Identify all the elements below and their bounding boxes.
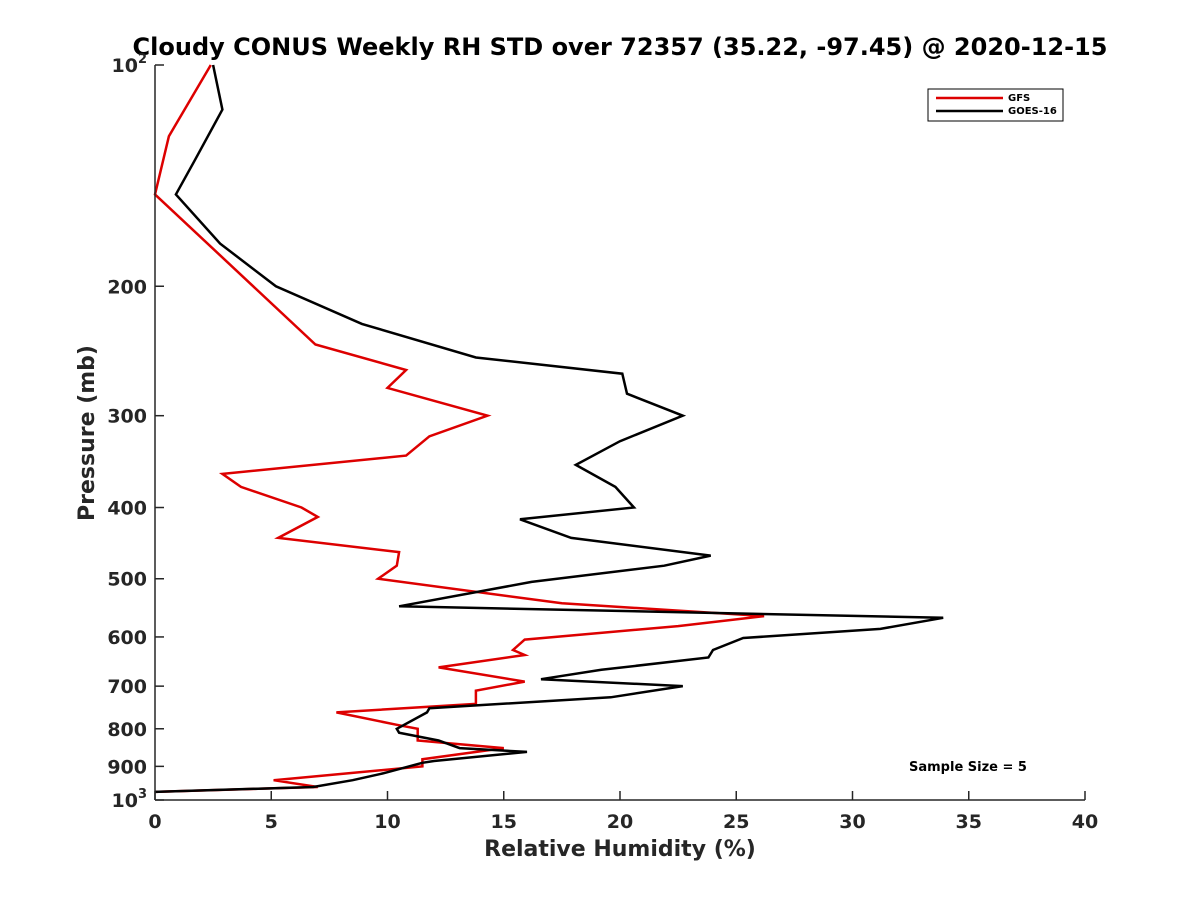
y-tick-label-1: 200 — [107, 276, 147, 298]
y-tick-label-5: 600 — [107, 627, 147, 649]
x-tick-label-1: 5 — [265, 811, 278, 833]
y-tick-label-4: 500 — [107, 569, 147, 591]
x-tick-label-6: 30 — [839, 811, 865, 833]
plot-lines — [153, 64, 944, 794]
x-axis-label: Relative Humidity (%) — [484, 837, 756, 862]
y-tick-label-8: 900 — [107, 756, 147, 778]
x-tick-label-7: 35 — [956, 811, 982, 833]
legend: GFS GOES-16 — [927, 88, 1064, 122]
y-tick-label-3: 400 — [107, 498, 147, 520]
legend-label-goes16: GOES-16 — [1008, 106, 1057, 117]
legend-label-gfs: GFS — [1008, 93, 1030, 104]
series-line-goes16 — [154, 64, 944, 794]
x-tick-label-2: 10 — [374, 811, 400, 833]
y-tick-label-0: 102 — [112, 52, 148, 77]
sample-size-annotation: Sample Size = 5 — [909, 760, 1027, 775]
x-ticks: 0 5 10 15 20 25 30 35 40 — [148, 791, 1098, 833]
x-tick-label-8: 40 — [1072, 811, 1098, 833]
y-tick-label-7: 800 — [107, 719, 147, 741]
y-tick-label-2: 300 — [107, 406, 147, 428]
y-ticks: 102 200 300 400 500 600 700 800 900 103 — [107, 52, 164, 812]
y-tick-label-9: 103 — [112, 787, 148, 812]
x-tick-label-5: 25 — [723, 811, 749, 833]
legend-box — [927, 88, 1064, 122]
y-tick-label-6: 700 — [107, 676, 147, 698]
chart-title: Cloudy CONUS Weekly RH STD over 72357 (3… — [133, 33, 1108, 61]
y-axis-label: Pressure (mb) — [75, 345, 100, 521]
x-tick-label-4: 20 — [607, 811, 633, 833]
x-tick-label-3: 15 — [491, 811, 517, 833]
series-line-gfs — [153, 64, 765, 794]
x-tick-label-0: 0 — [148, 811, 161, 833]
